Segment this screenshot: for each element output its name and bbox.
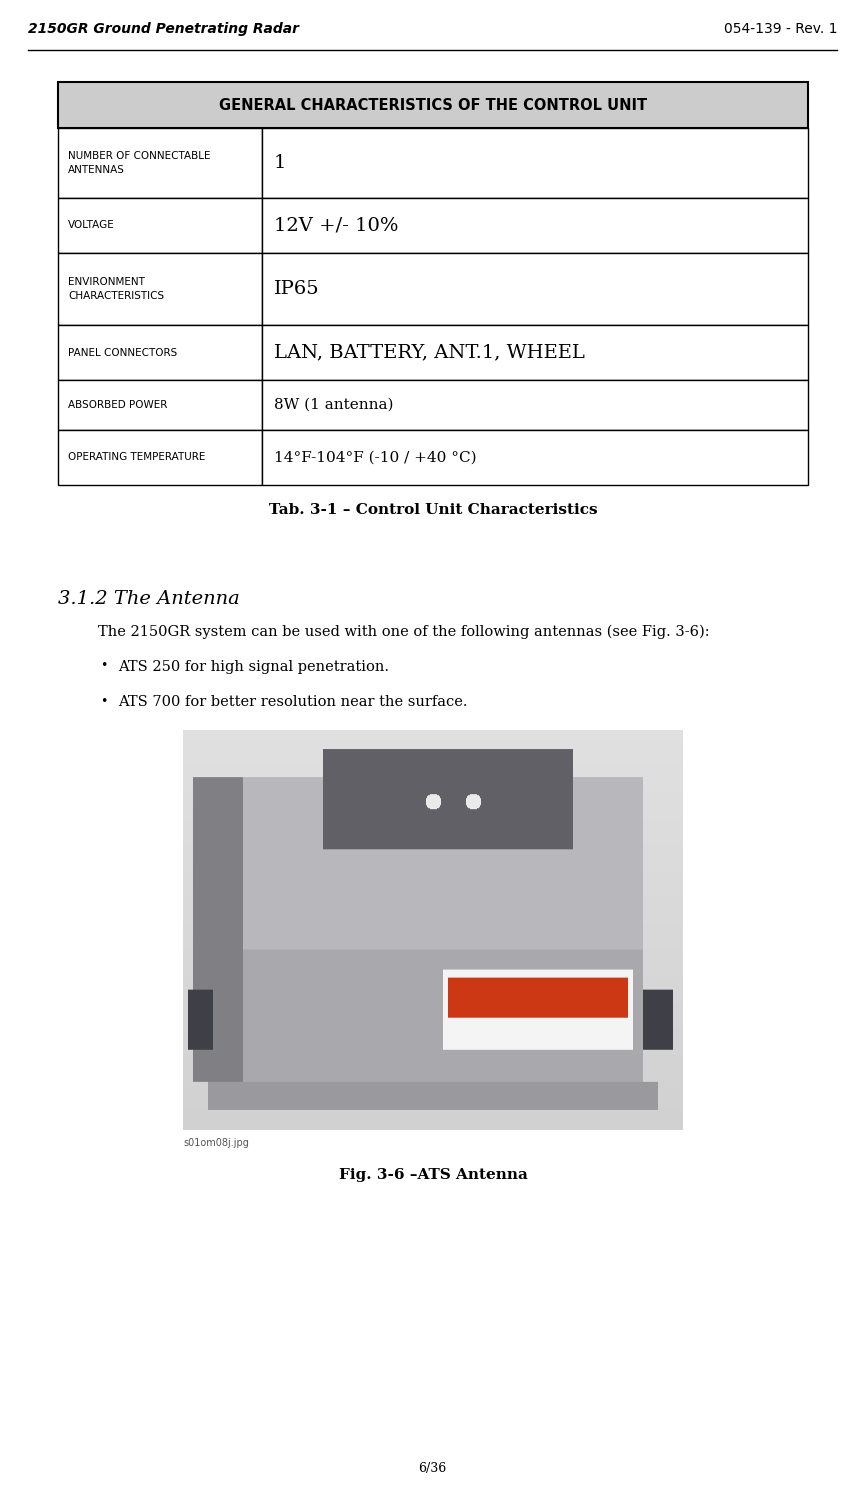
- Bar: [58, 198, 262, 253]
- Text: Tab. 3-1 – Control Unit Characteristics: Tab. 3-1 – Control Unit Characteristics: [269, 503, 598, 516]
- Text: 14°F-104°F (-10 / +40 °C): 14°F-104°F (-10 / +40 °C): [274, 451, 477, 464]
- Text: The 2150GR system can be used with one of the following antennas (see Fig. 3-6):: The 2150GR system can be used with one o…: [98, 626, 709, 639]
- Bar: [58, 380, 262, 430]
- Text: 1: 1: [274, 154, 286, 172]
- Text: 3.1.2 The Antenna: 3.1.2 The Antenna: [58, 590, 240, 608]
- Bar: [58, 430, 262, 485]
- Bar: [262, 380, 808, 430]
- Text: ATS 700 for better resolution near the surface.: ATS 700 for better resolution near the s…: [118, 695, 467, 710]
- Text: NUMBER OF CONNECTABLE
ANTENNAS: NUMBER OF CONNECTABLE ANTENNAS: [68, 151, 210, 175]
- Text: ENVIRONMENT
CHARACTERISTICS: ENVIRONMENT CHARACTERISTICS: [68, 277, 164, 301]
- Bar: [262, 129, 808, 198]
- Text: •: •: [100, 695, 107, 708]
- Text: ABSORBED POWER: ABSORBED POWER: [68, 400, 167, 410]
- Text: 8W (1 antenna): 8W (1 antenna): [274, 398, 394, 412]
- Bar: [262, 198, 808, 253]
- Text: LAN, BATTERY, ANT.1, WHEEL: LAN, BATTERY, ANT.1, WHEEL: [274, 343, 585, 361]
- Bar: [262, 253, 808, 325]
- Text: GENERAL CHARACTERISTICS OF THE CONTROL UNIT: GENERAL CHARACTERISTICS OF THE CONTROL U…: [219, 97, 647, 112]
- Bar: [58, 325, 262, 380]
- Text: 6/36: 6/36: [419, 1463, 446, 1475]
- Text: 054-139 - Rev. 1: 054-139 - Rev. 1: [723, 22, 837, 36]
- Bar: [262, 325, 808, 380]
- Text: Fig. 3-6 –ATS Antenna: Fig. 3-6 –ATS Antenna: [338, 1168, 528, 1183]
- Bar: [58, 129, 262, 198]
- Text: s01om08j.jpg: s01om08j.jpg: [183, 1138, 249, 1148]
- Text: •: •: [100, 660, 107, 672]
- Text: PANEL CONNECTORS: PANEL CONNECTORS: [68, 347, 177, 358]
- Text: 12V +/- 10%: 12V +/- 10%: [274, 217, 399, 235]
- Text: VOLTAGE: VOLTAGE: [68, 220, 115, 231]
- Text: ATS 250 for high signal penetration.: ATS 250 for high signal penetration.: [118, 660, 389, 674]
- Text: OPERATING TEMPERATURE: OPERATING TEMPERATURE: [68, 452, 205, 463]
- Bar: [262, 430, 808, 485]
- Text: 2150GR Ground Penetrating Radar: 2150GR Ground Penetrating Radar: [28, 22, 299, 36]
- Bar: [58, 82, 808, 129]
- Bar: [58, 253, 262, 325]
- Text: IP65: IP65: [274, 280, 320, 298]
